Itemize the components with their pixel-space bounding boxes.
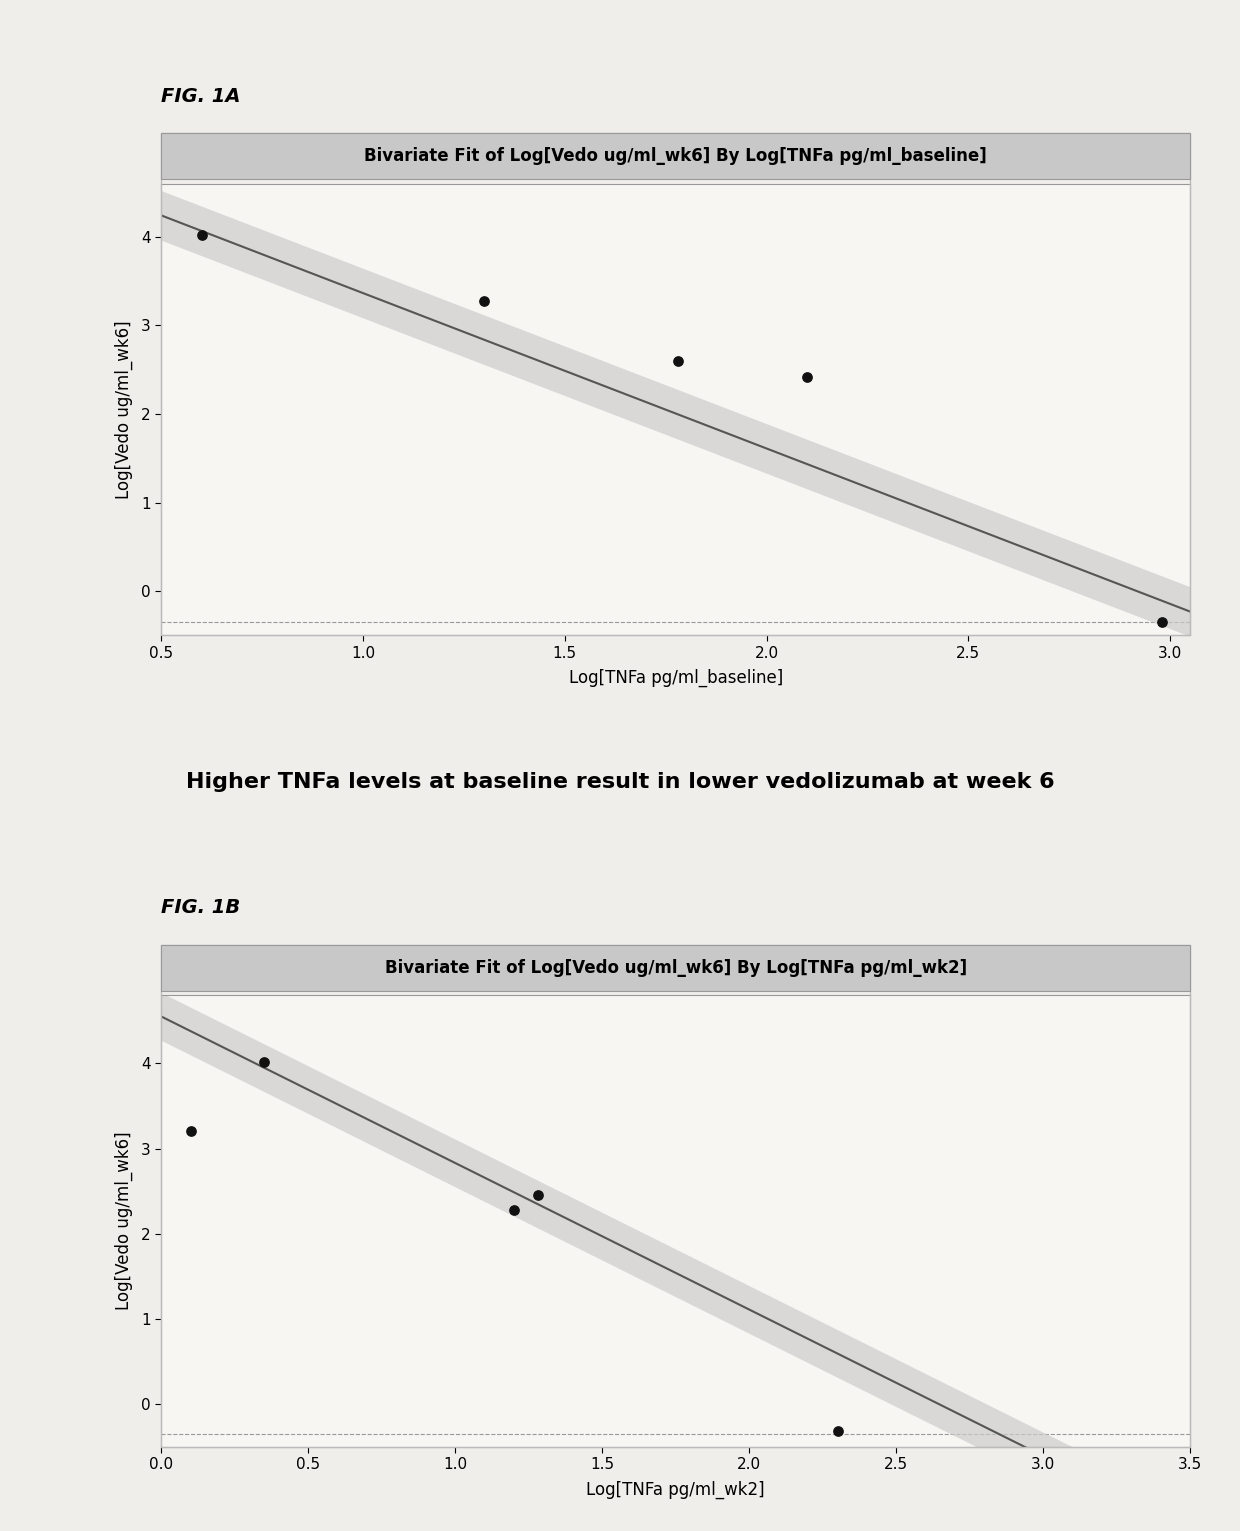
Y-axis label: Log[Vedo ug/ml_wk6]: Log[Vedo ug/ml_wk6] <box>114 1131 133 1311</box>
Text: Bivariate Fit of Log[Vedo ug/ml_wk6] By Log[TNFa pg/ml_baseline]: Bivariate Fit of Log[Vedo ug/ml_wk6] By … <box>365 147 987 165</box>
Text: FIG. 1A: FIG. 1A <box>161 87 241 106</box>
Point <box>192 224 212 248</box>
Text: FIG. 1B: FIG. 1B <box>161 899 241 917</box>
Point <box>1152 609 1172 634</box>
Point <box>505 1197 525 1222</box>
Text: Bivariate Fit of Log[Vedo ug/ml_wk6] By Log[TNFa pg/ml_wk2]: Bivariate Fit of Log[Vedo ug/ml_wk6] By … <box>384 958 967 977</box>
Point <box>474 288 494 312</box>
X-axis label: Log[TNFa pg/ml_baseline]: Log[TNFa pg/ml_baseline] <box>569 669 782 687</box>
Point <box>668 349 688 374</box>
Point <box>797 364 817 389</box>
Point <box>254 1049 274 1073</box>
Point <box>181 1119 201 1144</box>
Text: Higher TNFa levels at baseline result in lower vedolizumab at week 6: Higher TNFa levels at baseline result in… <box>186 772 1054 793</box>
Point <box>528 1183 548 1208</box>
Point <box>827 1419 847 1444</box>
Y-axis label: Log[Vedo ug/ml_wk6]: Log[Vedo ug/ml_wk6] <box>114 320 133 499</box>
X-axis label: Log[TNFa pg/ml_wk2]: Log[TNFa pg/ml_wk2] <box>587 1480 765 1499</box>
